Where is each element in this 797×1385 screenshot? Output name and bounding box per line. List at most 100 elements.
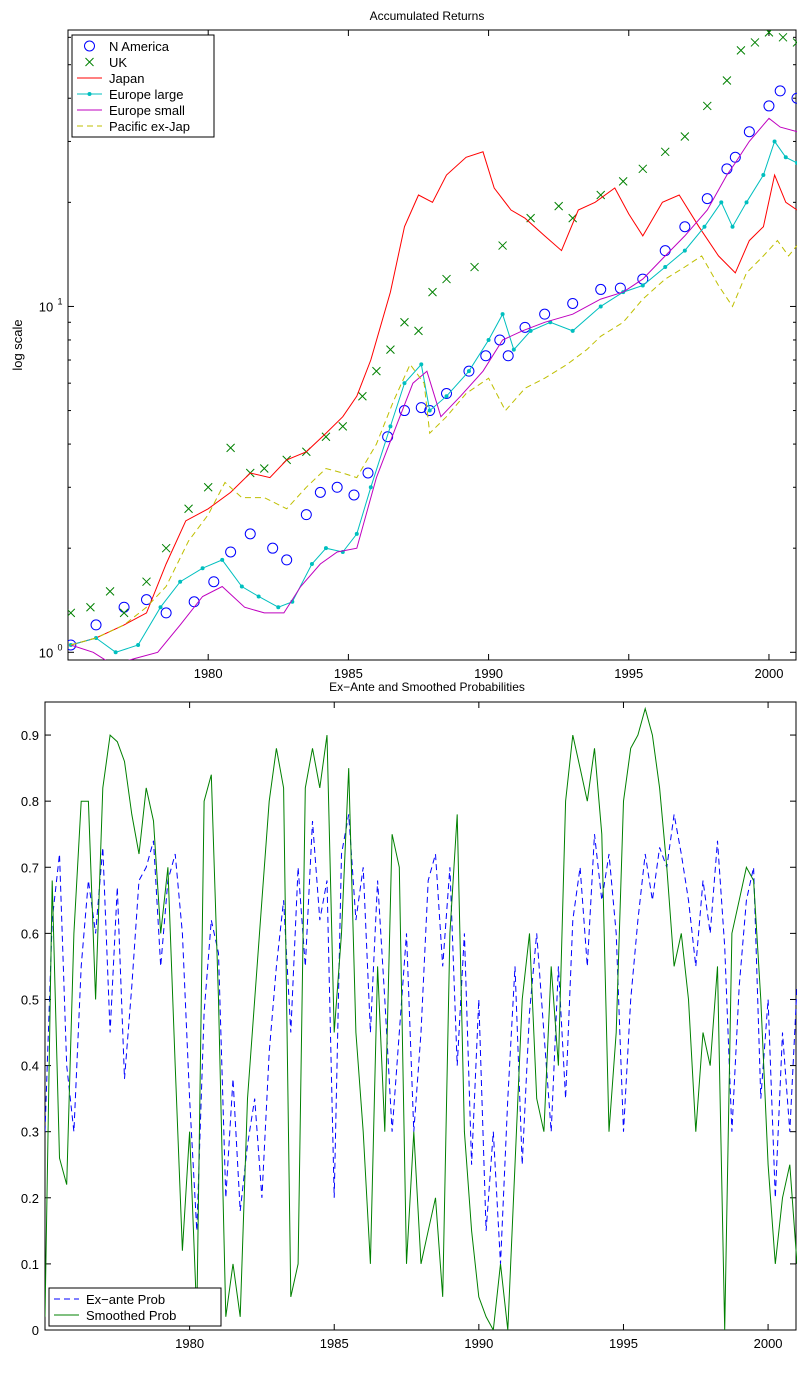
series-europe-large: [68, 139, 797, 655]
x-tick-label: 1990: [464, 1336, 493, 1351]
data-point: [220, 557, 225, 562]
legend-label: Ex−ante Prob: [86, 1292, 165, 1307]
x-tick-label: 1990: [474, 666, 503, 681]
series-uk: [68, 30, 797, 618]
data-point: [640, 283, 645, 288]
legend-box: [71, 34, 215, 138]
data-point: [105, 587, 115, 596]
data-point: [203, 482, 213, 492]
data-point: [142, 577, 151, 587]
y-tick-label: 0.7: [21, 860, 39, 875]
y-tick-label: 0.8: [21, 794, 39, 809]
legend-item: UK: [85, 55, 127, 70]
data-point: [772, 139, 777, 144]
data-point: [388, 424, 393, 429]
legend-label: Smoothed Prob: [86, 1308, 176, 1323]
data-point: [427, 408, 432, 413]
y-tick-label: 0.1: [21, 1257, 39, 1272]
data-point: [528, 328, 533, 333]
legend-label: N America: [109, 39, 170, 54]
series-line: [70, 151, 797, 646]
chart-title: Accumulated Returns: [370, 9, 485, 23]
data-point: [763, 100, 775, 112]
y-tick-label: 10: [39, 645, 53, 660]
data-point: [244, 528, 256, 540]
data-point: [730, 224, 735, 229]
data-point: [86, 602, 95, 612]
data-point: [736, 46, 746, 55]
data-point: [659, 245, 671, 257]
series-ex-ante-prob: [45, 814, 797, 1264]
series-line: [70, 117, 797, 660]
data-point: [502, 350, 514, 362]
legend-swatch: [85, 57, 94, 67]
data-point: [256, 594, 261, 599]
data-point: [701, 193, 713, 205]
y-tick-label: 0.6: [21, 926, 39, 941]
legend-label: Japan: [109, 71, 144, 86]
y-tick-label: 10: [39, 299, 53, 314]
series-line: [45, 814, 797, 1264]
data-point: [136, 642, 141, 647]
data-point: [338, 422, 348, 431]
y-tick-label: 0.4: [21, 1059, 39, 1074]
y-tick-exponent: 0: [57, 642, 62, 652]
data-point: [539, 308, 551, 320]
data-point: [511, 347, 516, 352]
data-point: [160, 607, 172, 619]
data-point: [368, 485, 373, 490]
series-line: [45, 706, 797, 1330]
data-point: [428, 287, 437, 297]
data-point: [568, 213, 578, 223]
data-point: [498, 241, 507, 250]
data-point: [721, 163, 733, 175]
data-point: [792, 38, 797, 47]
data-point: [259, 464, 269, 473]
series-line: [70, 140, 797, 653]
data-point: [598, 304, 603, 309]
legend-label: Europe small: [109, 103, 185, 118]
data-point: [158, 605, 163, 610]
x-tick-label: 1980: [194, 666, 223, 681]
legend-item: Europe large: [77, 87, 183, 102]
data-point: [554, 201, 564, 211]
x-tick-label: 1985: [334, 666, 363, 681]
y-tick-label: 0: [32, 1323, 39, 1338]
plot-area: 1980 1985 1990 1995 2000 10 0 10 1 N AmericaUKJap…: [39, 29, 797, 681]
series-japan: [70, 151, 797, 646]
data-point: [239, 584, 244, 589]
y-axis-label: log scale: [10, 319, 25, 370]
data-point: [419, 362, 424, 367]
data-point: [567, 297, 579, 309]
data-point: [791, 92, 797, 104]
legend-item: Ex−ante Prob: [54, 1292, 165, 1307]
legend-item: Pacific ex-Jap: [77, 119, 190, 134]
data-point: [331, 481, 343, 493]
data-point: [682, 248, 687, 253]
x-tick-label: 1995: [614, 666, 643, 681]
series-europe-small: [70, 117, 797, 660]
legend-label: Pacific ex-Jap: [109, 119, 190, 134]
plot-area: 1980 1985 1990 1995 2000 0 0.1 0.2 0.3 0.4 0.5 0.6 0…: [21, 701, 797, 1351]
data-point: [679, 221, 691, 233]
data-point: [188, 596, 200, 608]
data-point: [441, 388, 453, 400]
data-point: [321, 432, 331, 442]
data-point: [400, 317, 409, 327]
axes-frame: [67, 29, 797, 661]
legend-item: Smoothed Prob: [54, 1308, 176, 1323]
probabilities-chart: Ex−Ante and Smoothed Probabilities 1980 1…: [21, 680, 797, 1351]
data-point: [314, 486, 326, 498]
data-point: [281, 554, 293, 566]
data-point: [750, 38, 760, 47]
data-point: [208, 576, 220, 588]
data-point: [309, 562, 314, 567]
data-point: [660, 147, 670, 157]
x-tick-label: 2000: [755, 666, 784, 681]
data-point: [783, 155, 788, 160]
legend-item: Japan: [77, 71, 144, 86]
data-point: [680, 132, 690, 141]
data-point: [424, 405, 436, 417]
data-point: [184, 504, 193, 514]
